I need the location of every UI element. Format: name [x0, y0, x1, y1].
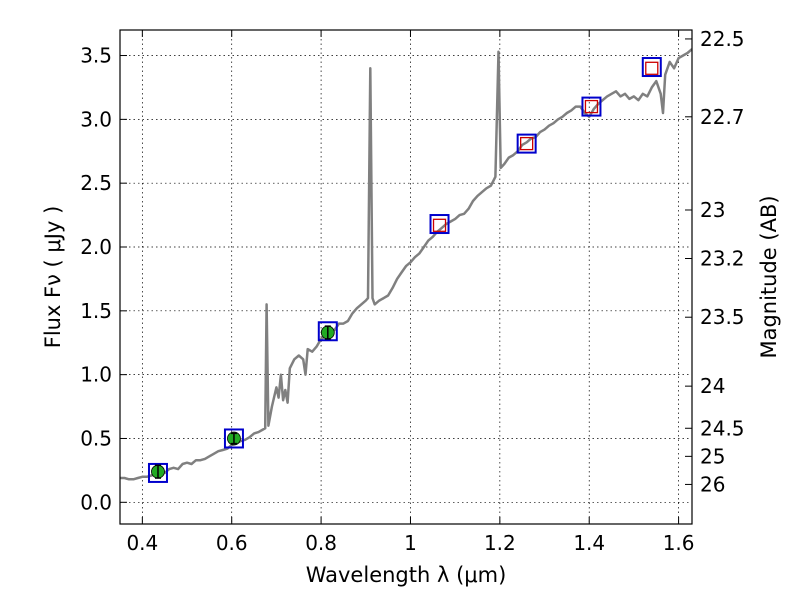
upper-limit-marker [584, 99, 599, 114]
upper-limit-marker [520, 136, 534, 151]
model-photometry-marker [641, 57, 662, 78]
plot-frame [119, 29, 693, 525]
x-tick-label: 1 [404, 531, 417, 555]
y-tick-label: 1.0 [80, 363, 112, 387]
y2-tick-label: 25 [700, 444, 725, 468]
x-tick-label: 0.8 [305, 531, 337, 555]
y-tick-label: 0.0 [80, 490, 112, 514]
x-tick-label: 1.6 [663, 531, 695, 555]
y2-axis-label: Magnitude (AB) [757, 195, 781, 358]
ticks: 0.4 0.6 0.8 1 1.2 1.4 1.6 0.0 0.5 1.0 1.5 2.0 2.5 3.0… [80, 27, 744, 555]
y2-tick-label: 23.5 [700, 305, 745, 329]
y-tick-label: 0.5 [80, 426, 112, 450]
data-layer [120, 48, 692, 483]
x-tick-label: 1.2 [484, 531, 516, 555]
y-tick-label: 2.0 [80, 235, 112, 259]
y2-tick-label: 22.5 [700, 27, 745, 51]
y-tick-label: 3.5 [80, 44, 112, 68]
y-tick-label: 3.0 [80, 107, 112, 131]
spectrum-line [120, 48, 692, 481]
x-tick-label: 0.4 [126, 531, 158, 555]
y2-tick-label: 24 [700, 374, 725, 398]
model-photometry-marker [516, 133, 537, 154]
y-tick-label: 1.5 [80, 299, 112, 323]
y2-tick-label: 26 [700, 472, 725, 496]
model-photometry-marker [317, 321, 338, 342]
model-photometry-marker [429, 214, 450, 235]
upper-limit-marker [645, 61, 659, 75]
y2-tick-label: 23 [700, 198, 725, 222]
y-tick-label: 2.5 [80, 171, 112, 195]
y2-tick-label: 23.2 [700, 246, 745, 270]
x-tick-label: 1.4 [573, 531, 605, 555]
x-axis-label: Wavelength λ (μm) [306, 563, 507, 587]
model-photometry-marker [223, 428, 244, 449]
model-photometry-marker [147, 462, 168, 483]
x-tick-label: 0.6 [216, 531, 248, 555]
y2-tick-label: 22.7 [700, 105, 745, 129]
y2-tick-label: 24.5 [700, 416, 745, 440]
grid [120, 30, 692, 524]
model-photometry-marker [581, 96, 602, 117]
upper-limit-marker [432, 218, 447, 232]
y-axis-label: Flux Fν ( μJy ) [41, 206, 65, 349]
